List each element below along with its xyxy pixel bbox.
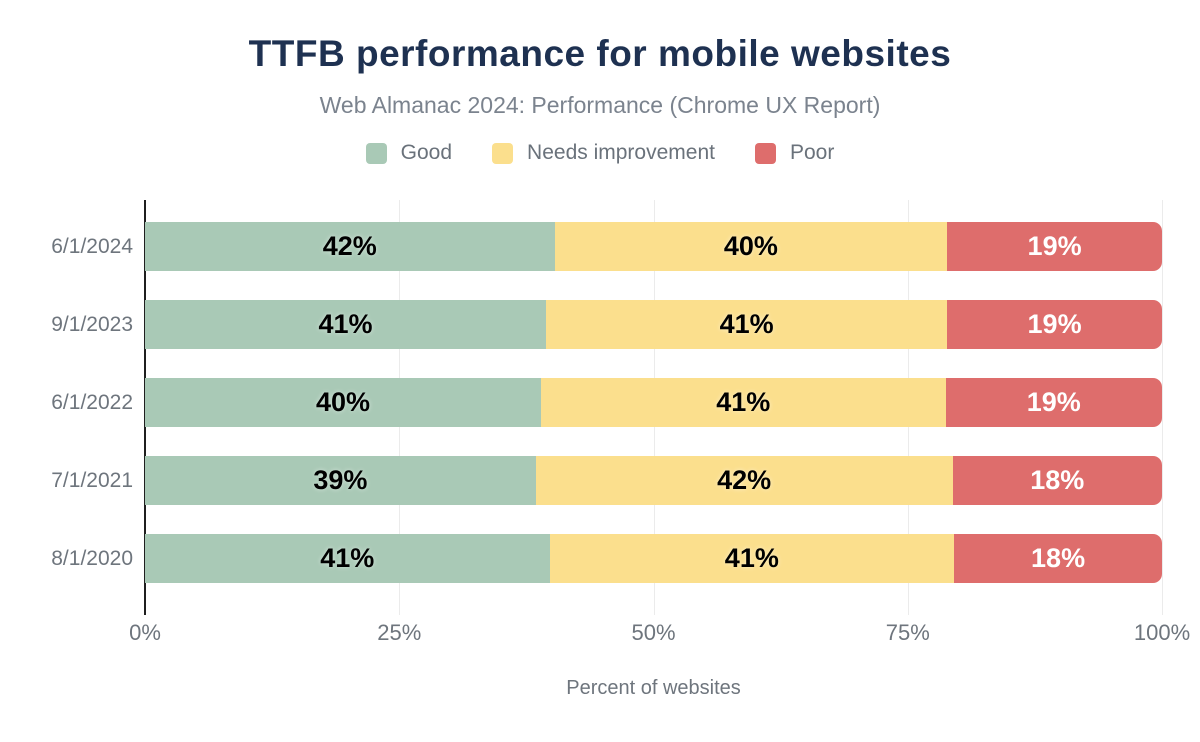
x-tick-label: 100% xyxy=(1133,620,1191,645)
bar-value-label: 41% xyxy=(318,309,373,339)
y-axis-label: 6/1/2024 xyxy=(51,235,133,258)
x-axis-title: Percent of websites xyxy=(566,677,741,699)
y-axis-label: 9/1/2023 xyxy=(51,313,133,336)
bar-row-9-1-2023: 41% 41% 19% xyxy=(145,300,1162,349)
x-tick-label: 0% xyxy=(129,620,161,645)
legend-label: Needs improvement xyxy=(527,141,715,164)
legend-swatch-poor xyxy=(754,142,776,164)
bar-value-label: 41% xyxy=(716,387,771,417)
bar-segment-poor: 18% xyxy=(954,534,1163,583)
x-axis-ticks: 0% 25% 50% 75% 100% xyxy=(129,616,1190,648)
y-axis-label: 8/1/2020 xyxy=(51,547,133,570)
bar-value-label: 19% xyxy=(1027,231,1082,261)
bar-segment-poor: 19% xyxy=(947,222,1162,271)
bar-value-label: 41% xyxy=(719,309,774,339)
chart-subtitle: Web Almanac 2024: Performance (Chrome UX… xyxy=(319,92,881,118)
bar-value-label: 19% xyxy=(1026,387,1081,417)
bar-segment-good: 41% xyxy=(145,300,547,349)
chart-title: TTFB performance for mobile websites xyxy=(248,33,952,74)
bar-segment-poor: 19% xyxy=(945,378,1162,427)
bar-segment-good: 41% xyxy=(145,534,550,583)
bar-segment-needs-improvement: 42% xyxy=(535,456,953,505)
bar-value-label: 39% xyxy=(313,465,368,495)
legend-item-needs-improvement: Needs improvement xyxy=(492,141,715,165)
bar-value-label: 18% xyxy=(1030,465,1085,495)
legend-swatch-needs-improvement xyxy=(492,142,514,164)
bar-segment-good: 39% xyxy=(145,456,536,505)
legend-label: Good xyxy=(400,141,453,164)
legend-label: Poor xyxy=(789,141,835,164)
y-axis-labels: 6/1/2024 9/1/2023 6/1/2022 7/1/2021 8/1/2020 xyxy=(0,200,133,615)
bar-row-6-1-2024: 42% 40% 19% xyxy=(145,222,1162,271)
bar-segment-poor: 18% xyxy=(952,456,1162,505)
bar-value-label: 41% xyxy=(724,543,779,573)
bar-segment-needs-improvement: 40% xyxy=(554,222,948,271)
bar-segment-good: 40% xyxy=(145,378,541,427)
legend: Good Needs improvement Poor xyxy=(0,141,1200,165)
bar-value-label: 18% xyxy=(1031,543,1086,573)
bar-value-label: 40% xyxy=(315,387,371,417)
gridline-100 xyxy=(1162,200,1163,615)
x-tick-label: 75% xyxy=(885,620,930,645)
plot-area: 42% 40% 19% 41% 41% 19% 40% 41% 19% 39% 42% 18% 41% 4… xyxy=(144,200,1163,615)
legend-item-good: Good xyxy=(365,141,453,165)
x-tick-label: 25% xyxy=(377,620,422,645)
bar-segment-needs-improvement: 41% xyxy=(546,300,948,349)
bar-value-label: 19% xyxy=(1027,309,1082,339)
bar-row-6-1-2022: 40% 41% 19% xyxy=(145,378,1162,427)
bar-value-label: 41% xyxy=(320,543,375,573)
legend-swatch-good xyxy=(365,142,387,164)
bar-segment-poor: 19% xyxy=(947,300,1162,349)
y-axis-label: 7/1/2021 xyxy=(51,469,133,492)
y-axis-label: 6/1/2022 xyxy=(51,391,133,414)
bar-value-label: 42% xyxy=(717,465,772,495)
bar-row-7-1-2021: 39% 42% 18% xyxy=(145,456,1162,505)
x-tick-label: 50% xyxy=(631,620,676,645)
legend-item-poor: Poor xyxy=(754,141,835,165)
bar-segment-needs-improvement: 41% xyxy=(540,378,946,427)
bars: 42% 40% 19% 41% 41% 19% 40% 41% 19% 39% 42% 18% 41% 4… xyxy=(145,222,1163,583)
bar-row-8-1-2020: 41% 41% 18% xyxy=(145,534,1163,583)
bar-value-label: 42% xyxy=(322,231,377,261)
bar-segment-good: 42% xyxy=(145,222,555,271)
bar-value-label: 40% xyxy=(723,231,778,261)
bar-segment-needs-improvement: 41% xyxy=(549,534,955,583)
